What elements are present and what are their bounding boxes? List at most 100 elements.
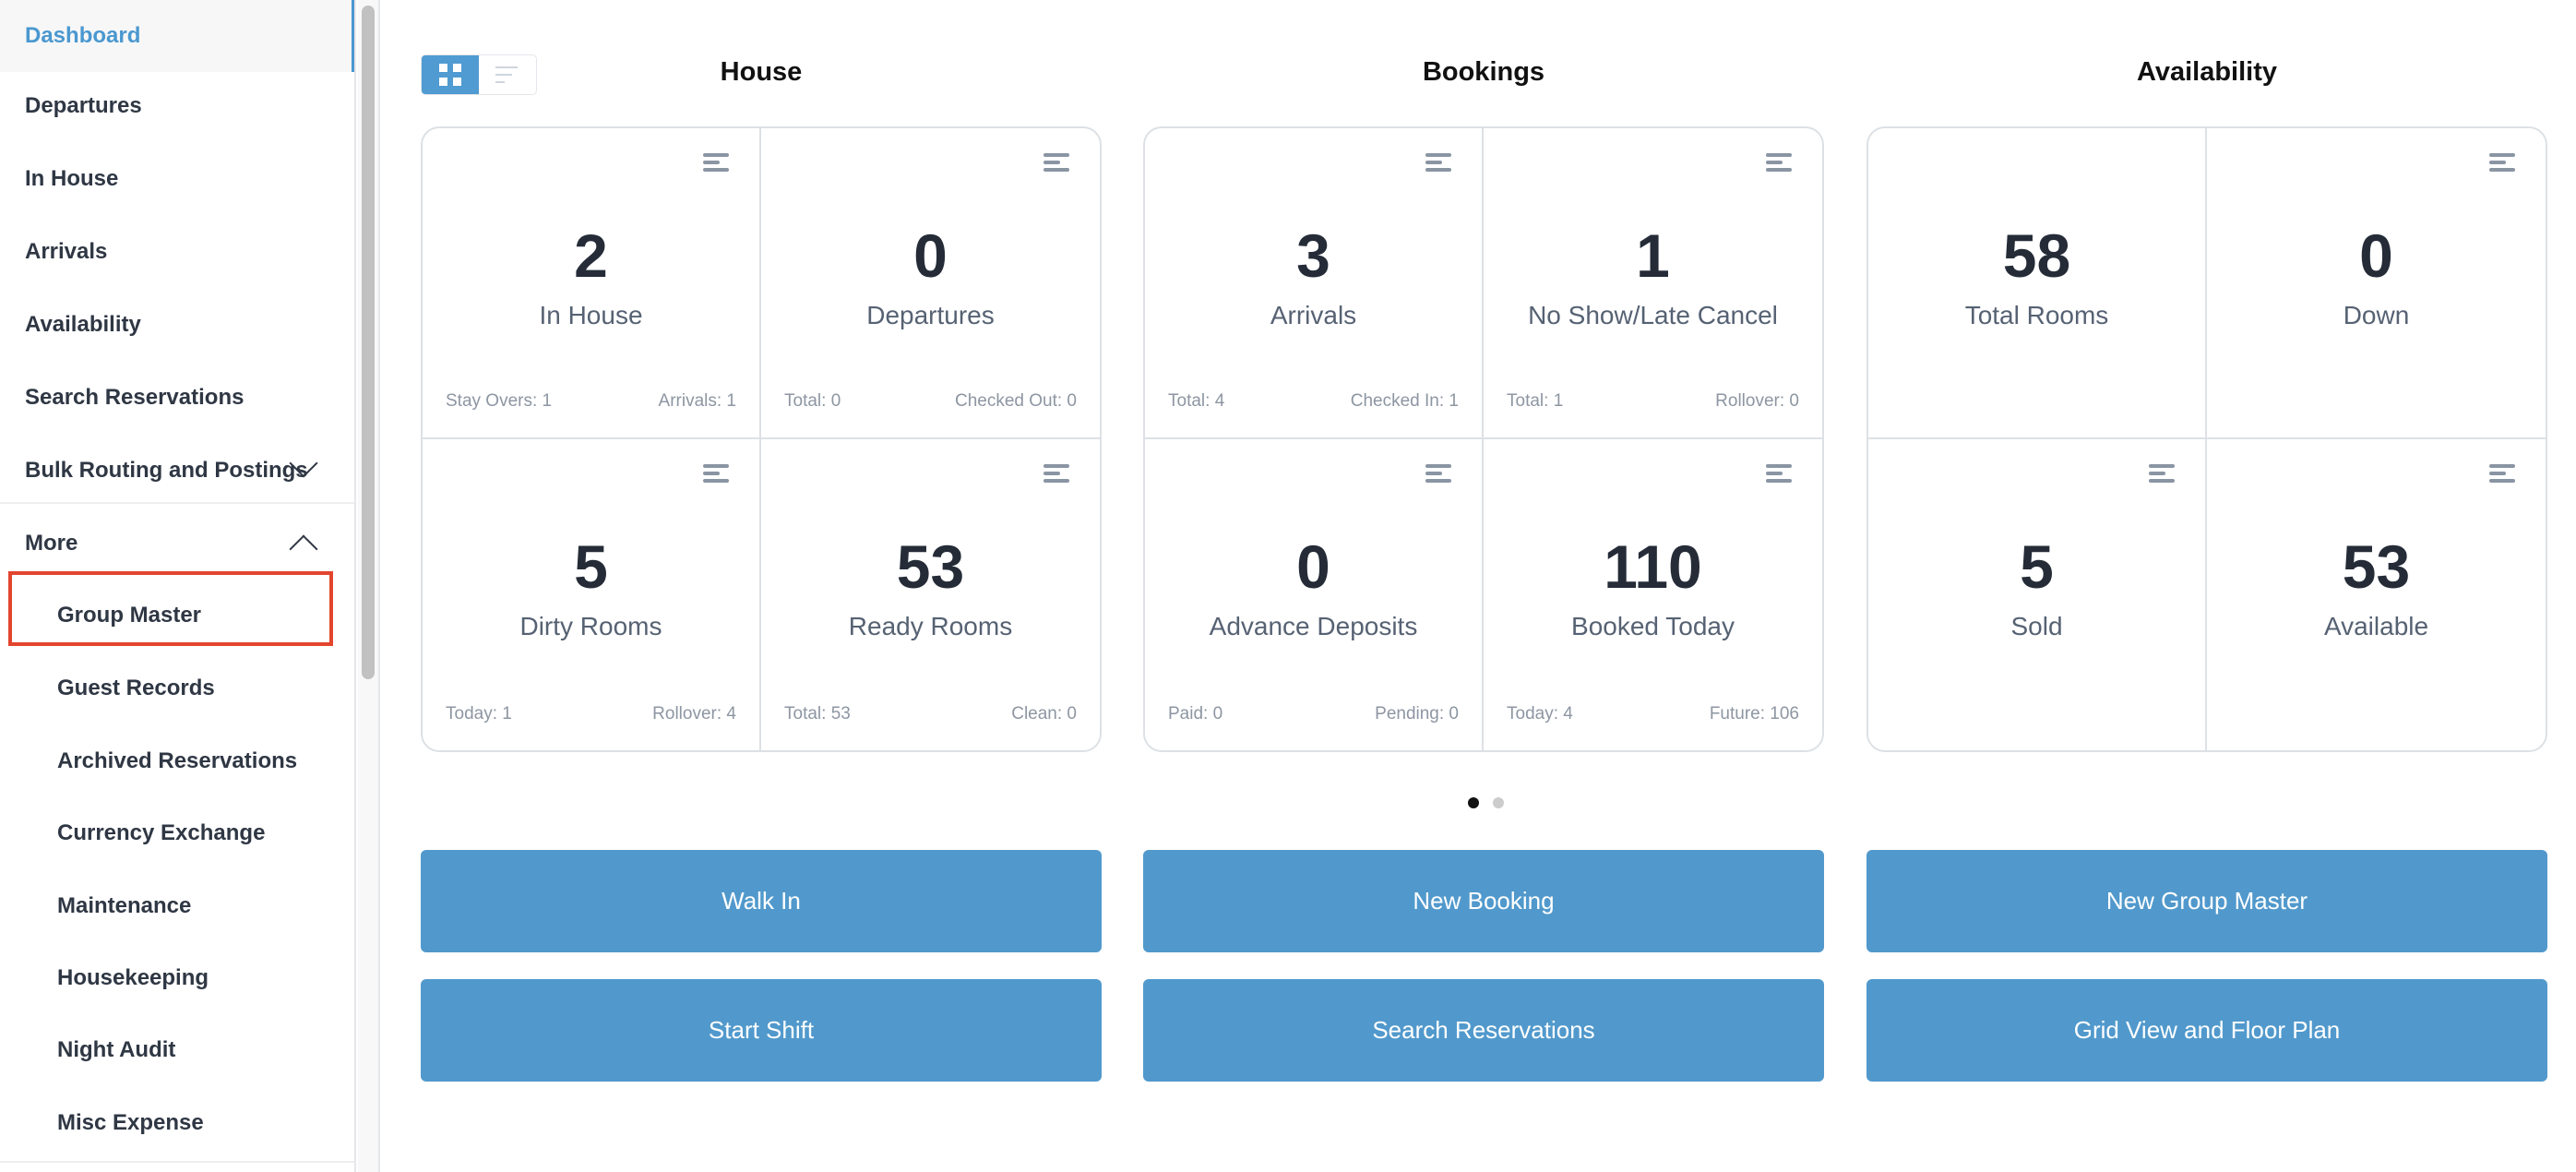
sidebar-item-maintenance[interactable]: Maintenance — [0, 870, 354, 942]
view-toggle — [421, 54, 537, 95]
sidebar-item-label: Guest Records — [57, 676, 215, 700]
stat-label: Ready Rooms — [848, 612, 1013, 640]
stat-value: 0 — [1296, 532, 1330, 601]
sidebar-item-label: Dashboard — [25, 23, 141, 48]
sidebar-item-guest-records[interactable]: Guest Records — [0, 652, 354, 724]
stat-tile[interactable]: 110 Booked Today Today: 4 Future: 106 — [1484, 439, 1822, 750]
stat-detail-left: Total: 53 — [784, 704, 851, 724]
sidebar-item-label: Housekeeping — [57, 965, 209, 990]
filter-menu-icon[interactable] — [703, 153, 729, 175]
sidebar-item-misc-expense[interactable]: Misc Expense — [0, 1087, 354, 1159]
sidebar-item-label: Bulk Routing and Postings — [25, 458, 308, 483]
stat-value: 2 — [574, 221, 608, 290]
stat-value: 58 — [2002, 221, 2071, 290]
filter-menu-icon[interactable] — [2489, 153, 2515, 175]
stat-tile[interactable]: 1 No Show/Late Cancel Total: 1 Rollover: 0 — [1484, 128, 1822, 439]
sidebar-item-night-audit[interactable]: Night Audit — [0, 1014, 354, 1086]
stat-detail-right: Checked In: 1 — [1350, 391, 1459, 411]
stat-tile[interactable]: 53 Ready Rooms Total: 53 Clean: 0 — [761, 439, 1100, 750]
stat-label: No Show/Late Cancel — [1528, 301, 1778, 329]
start-shift-button[interactable]: Start Shift — [421, 979, 1102, 1082]
stat-value: 110 — [1604, 532, 1702, 601]
sidebar-item-search-reservations[interactable]: Search Reservations — [0, 362, 354, 434]
sidebar-item-label: More — [25, 531, 78, 556]
filter-menu-icon[interactable] — [1766, 153, 1792, 175]
sidebar-item-label: Misc Expense — [57, 1110, 204, 1135]
sidebar-item-group-master[interactable]: Group Master — [0, 580, 354, 652]
scrollbar-thumb[interactable] — [362, 6, 375, 679]
sidebar-item-label: Currency Exchange — [57, 820, 266, 845]
stat-label: Down — [2343, 301, 2410, 329]
sidebar-item-label: Group Master — [57, 603, 202, 628]
filter-menu-icon[interactable] — [1044, 464, 1069, 486]
filter-menu-icon[interactable] — [2489, 464, 2515, 486]
stat-label: Sold — [2010, 612, 2063, 640]
sidebar-item-housekeeping[interactable]: Housekeeping — [0, 942, 354, 1014]
stat-label: Dirty Rooms — [519, 612, 662, 640]
stat-detail-right: Rollover: 4 — [652, 704, 736, 724]
stat-tile[interactable]: 5 Dirty Rooms Today: 1 Rollover: 4 — [423, 439, 761, 750]
stat-label: In House — [539, 301, 643, 329]
stat-detail-left: Paid: 0 — [1168, 704, 1223, 724]
stat-detail-right: Arrivals: 1 — [658, 391, 736, 411]
section-title: House — [720, 57, 803, 87]
new-booking-button[interactable]: New Booking — [1143, 850, 1824, 952]
stat-tile[interactable]: 53 Available — [2207, 439, 2546, 750]
stat-tile[interactable]: 0 Departures Total: 0 Checked Out: 0 — [761, 128, 1100, 439]
section-title: Bookings — [1422, 57, 1545, 87]
walk-in-button[interactable]: Walk In — [421, 850, 1102, 952]
stat-label: Advance Deposits — [1209, 612, 1418, 640]
sidebar-item-bulk-routing[interactable]: Bulk Routing and Postings — [0, 435, 354, 507]
stat-tile[interactable]: 0 Advance Deposits Paid: 0 Pending: 0 — [1145, 439, 1484, 750]
sidebar-item-label: Search Reservations — [25, 385, 244, 410]
stat-value: 0 — [2359, 221, 2393, 290]
stat-tile[interactable]: 5 Sold — [1868, 439, 2207, 750]
pager-dot[interactable] — [1493, 797, 1504, 808]
stat-detail-right: Future: 106 — [1709, 704, 1799, 724]
stat-tile[interactable]: 3 Arrivals Total: 4 Checked In: 1 — [1145, 128, 1484, 439]
sidebar-item-archived-reservations[interactable]: Archived Reservations — [0, 725, 354, 797]
sidebar-item-departures[interactable]: Departures — [0, 70, 354, 142]
sidebar-item-availability[interactable]: Availability — [0, 289, 354, 361]
stat-value: 53 — [896, 532, 965, 601]
sidebar: Dashboard Departures In House Arrivals A… — [0, 0, 356, 1172]
stat-detail-left: Total: 0 — [784, 391, 841, 411]
stat-tile[interactable]: 2 In House Stay Overs: 1 Arrivals: 1 — [423, 128, 761, 439]
new-group-master-button[interactable]: New Group Master — [1866, 850, 2547, 952]
stat-label: Arrivals — [1270, 301, 1357, 329]
stats-card-house: 2 In House Stay Overs: 1 Arrivals: 1 0 Depart… — [421, 126, 1102, 752]
sidebar-item-currency-exchange[interactable]: Currency Exchange — [0, 797, 354, 869]
stats-card-bookings: 3 Arrivals Total: 4 Checked In: 1 1 No Show/L… — [1143, 126, 1824, 752]
search-reservations-button[interactable]: Search Reservations — [1143, 979, 1824, 1082]
grid-view-floor-plan-button[interactable]: Grid View and Floor Plan — [1866, 979, 2547, 1082]
sidebar-item-dashboard[interactable]: Dashboard — [0, 0, 354, 72]
stat-detail-left: Total: 1 — [1507, 391, 1564, 411]
stat-value: 1 — [1636, 221, 1670, 290]
stat-detail-left: Today: 1 — [446, 704, 512, 724]
section-title: Availability — [2136, 57, 2278, 87]
sidebar-item-label: Archived Reservations — [57, 748, 298, 773]
filter-menu-icon[interactable] — [1044, 153, 1069, 175]
filter-menu-icon[interactable] — [1766, 464, 1792, 486]
pager-dot-active[interactable] — [1468, 797, 1479, 808]
filter-menu-icon[interactable] — [703, 464, 729, 486]
grid-view-button[interactable] — [422, 55, 479, 94]
sidebar-item-more[interactable]: More — [0, 508, 354, 580]
stat-label: Departures — [866, 301, 995, 329]
stat-tile[interactable]: 58 Total Rooms — [1868, 128, 2207, 439]
sidebar-item-label: Arrivals — [25, 239, 108, 264]
stat-label: Available — [2323, 612, 2429, 640]
filter-menu-icon[interactable] — [1425, 464, 1451, 486]
stat-detail-left: Today: 4 — [1507, 704, 1573, 724]
stat-tile[interactable]: 0 Down — [2207, 128, 2546, 439]
stat-value: 3 — [1296, 221, 1330, 290]
filter-menu-icon[interactable] — [1425, 153, 1451, 175]
filter-menu-icon[interactable] — [2149, 464, 2175, 486]
sidebar-scrollbar[interactable] — [358, 0, 380, 1172]
stat-value: 5 — [2020, 532, 2054, 601]
sidebar-item-in-house[interactable]: In House — [0, 143, 354, 215]
sidebar-item-label: Night Audit — [57, 1037, 176, 1062]
list-view-button[interactable] — [479, 55, 536, 94]
stat-label: Total Rooms — [1964, 301, 2109, 329]
sidebar-item-arrivals[interactable]: Arrivals — [0, 216, 354, 288]
